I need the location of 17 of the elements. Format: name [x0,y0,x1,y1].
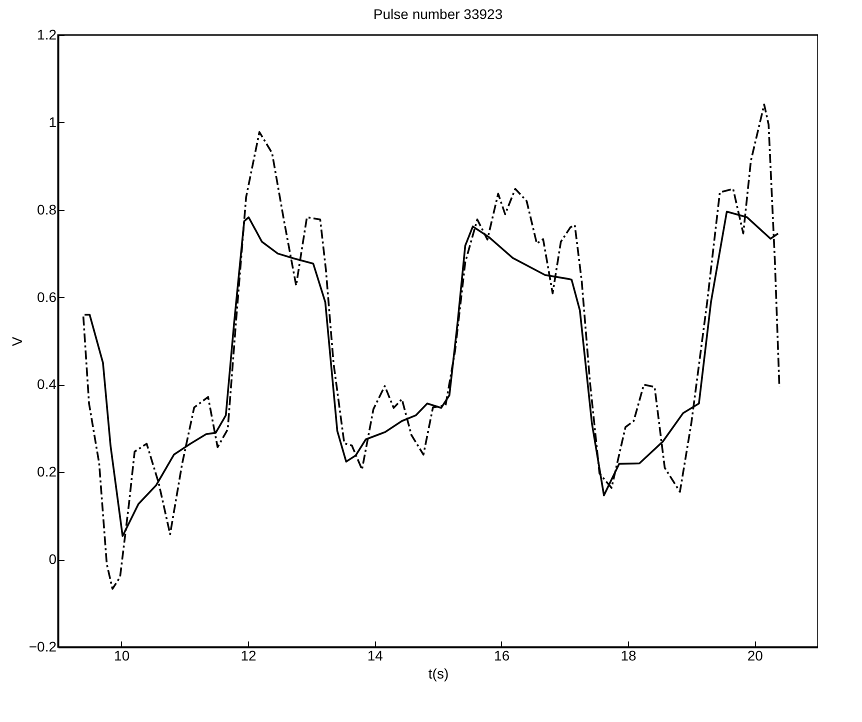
y-tick-label: 0 [48,551,57,568]
y-axis-title: V [8,336,25,346]
x-tick-label: 10 [114,648,130,664]
y-tick-label: 0.6 [37,288,57,305]
y-tick-label: −0.2 [28,638,57,654]
x-tick-label: 16 [494,648,510,664]
x-tick-label: 20 [747,648,764,664]
x-tick-label: 14 [367,648,384,664]
y-tick-label: 0.2 [37,464,57,480]
y-tick-label: 0.4 [37,376,57,392]
y-tick-label: 1 [48,114,57,130]
y-tick-label: 0.8 [37,201,57,218]
x-tick-label: 18 [620,648,636,664]
y-tick-label: 1.2 [37,26,57,42]
x-tick-label: 12 [240,648,256,664]
x-axis-title: t(s) [428,666,449,682]
chart-title: Pulse number 33923 [373,6,503,22]
